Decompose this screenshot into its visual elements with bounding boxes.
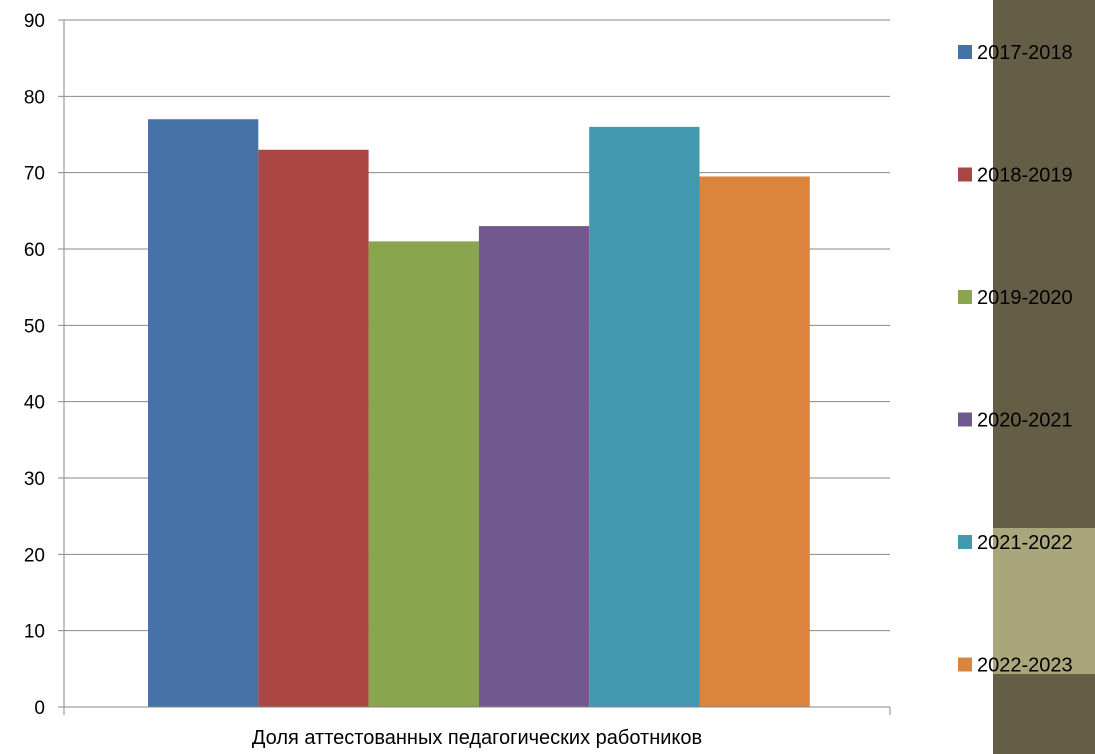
y-axis-ticks: 0 10 20 30 40 50 60 70 80 90 (24, 11, 64, 719)
bar-2021-2022 (589, 126, 700, 707)
y-tick-label: 0 (34, 698, 45, 719)
legend-label: 2022-2023 (977, 655, 1073, 677)
bars (148, 119, 810, 707)
legend-swatch (958, 412, 972, 427)
legend-label: 2018-2019 (977, 165, 1073, 187)
legend: 2017-2018 2018-2019 2019-2020 2020-2021 2021… (958, 42, 1073, 677)
y-tick-label: 50 (24, 316, 45, 337)
side-panel-light (993, 528, 1095, 674)
x-category-label: Доля аттестованных педагогических работн… (252, 727, 702, 749)
axes (63, 20, 891, 715)
bar-2022-2023 (699, 176, 810, 707)
bar-2018-2019 (258, 149, 369, 707)
side-panel (993, 0, 1095, 754)
category-labels: Доля аттестованных педагогических работн… (252, 727, 702, 749)
bar-2017-2018 (148, 119, 259, 707)
y-tick-label: 30 (24, 469, 45, 490)
legend-swatch (958, 167, 972, 182)
legend-swatch (958, 45, 972, 59)
y-tick-label: 80 (24, 87, 45, 108)
y-tick-label: 70 (24, 164, 45, 185)
y-tick-label: 40 (24, 393, 45, 414)
legend-label: 2017-2018 (977, 42, 1073, 64)
y-tick-label: 10 (24, 622, 45, 643)
bar-2020-2021 (478, 226, 590, 707)
y-tick-label: 60 (24, 240, 45, 261)
legend-swatch (958, 290, 972, 304)
y-tick-label: 90 (24, 11, 45, 32)
legend-label: 2019-2020 (977, 287, 1073, 309)
bar-2019-2020 (368, 241, 479, 707)
legend-label: 2021-2022 (977, 532, 1073, 554)
legend-label: 2020-2021 (977, 410, 1073, 432)
legend-swatch (958, 535, 972, 549)
y-tick-label: 20 (24, 545, 45, 566)
legend-swatch (958, 657, 972, 672)
